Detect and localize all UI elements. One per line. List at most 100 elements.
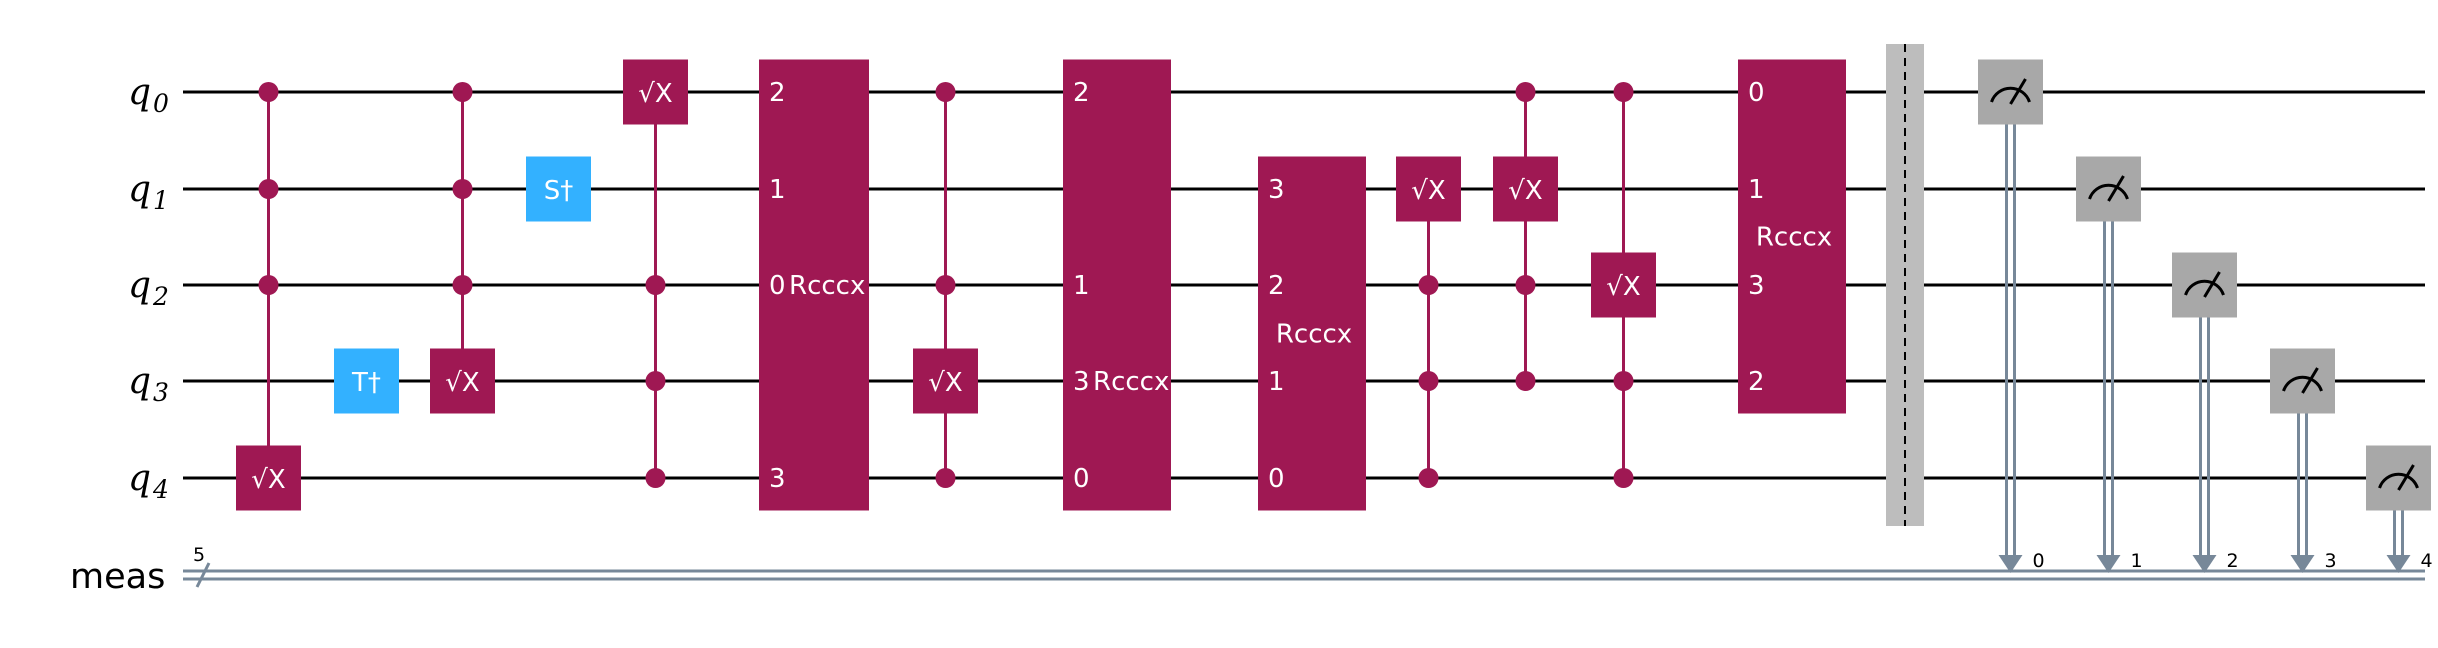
measure-arrow <box>2290 555 2315 573</box>
gate-label: √X <box>1606 272 1640 302</box>
gate-wire-label: 1 <box>1268 367 1285 397</box>
gates-layer: √XT† √XS†√X 2103Rcccx√X2130Rcccx3210Rcccx√… <box>236 44 2433 573</box>
meter-needle-icon <box>2397 464 2415 491</box>
rcccx-gate[interactable] <box>1258 156 1366 511</box>
control-dot <box>935 275 956 295</box>
control-dot <box>452 82 473 102</box>
control-dot <box>1613 468 1634 488</box>
qubit-index: 4 <box>152 475 169 504</box>
measure-gate[interactable] <box>2366 445 2431 511</box>
meter-icon <box>2088 183 2129 200</box>
gate-wire-label: 2 <box>1748 367 1765 397</box>
bus-slash <box>195 562 211 588</box>
control-dot <box>1613 371 1634 391</box>
measure-arrow <box>1998 555 2023 573</box>
gate-label: Rcccx <box>1093 367 1169 397</box>
classical-bit-label: 4 <box>2421 550 2433 572</box>
meter-needle-icon <box>2203 271 2221 298</box>
sqrt-x-gate[interactable] <box>236 445 301 511</box>
classical-bit-label: 0 <box>2033 550 2045 572</box>
control-dot <box>1515 371 1536 391</box>
gate-wire-label: 3 <box>1268 175 1285 205</box>
gate-label: √X <box>445 368 479 398</box>
qubit-name: q <box>128 265 151 306</box>
gate-wire-label: 3 <box>1073 367 1090 397</box>
qubit-label: q2 <box>128 265 169 311</box>
qubit-index: 2 <box>152 282 169 311</box>
classical-bit-label: 3 <box>2325 550 2337 572</box>
measure-arrow <box>2386 555 2411 573</box>
sqrt-x-gate[interactable] <box>1591 252 1656 318</box>
gate-label: Rcccx <box>1276 320 1352 350</box>
qubit-name: q <box>128 169 151 210</box>
measure-arrow <box>2096 555 2121 573</box>
sqrt-x-gate[interactable] <box>430 348 495 414</box>
gate-label: √X <box>251 465 285 495</box>
control-dot <box>645 275 666 295</box>
measure-gate[interactable] <box>2172 252 2237 318</box>
control-dot <box>645 371 666 391</box>
measure-gate[interactable] <box>2270 348 2335 414</box>
gate-label: Rcccx <box>789 271 865 301</box>
gate-label: S† <box>544 176 574 206</box>
control-dot <box>1515 275 1536 295</box>
gate-wire-label: 2 <box>769 78 786 108</box>
gate-label: √X <box>928 368 962 398</box>
classical-bit-label: 1 <box>2131 550 2143 572</box>
gate-label: Rcccx <box>1756 223 1832 253</box>
qubit-name: q <box>128 361 151 402</box>
single-qubit-gate[interactable] <box>526 156 591 222</box>
gate-wire-label: 0 <box>1268 464 1285 494</box>
control-dot <box>1418 468 1439 488</box>
gate-wire-label: 0 <box>1073 464 1090 494</box>
gate-wire-label: 1 <box>1073 271 1090 301</box>
qubit-name: q <box>128 458 151 499</box>
measure-gate[interactable] <box>2076 156 2141 222</box>
control-dot <box>258 179 279 199</box>
rcccx-gate[interactable] <box>1738 59 1846 414</box>
meter-icon <box>2378 472 2419 489</box>
control-dot <box>1418 275 1439 295</box>
gate-wire-label: 2 <box>1268 271 1285 301</box>
register-size-label: 5 <box>193 544 205 566</box>
qubit-name: q <box>128 72 151 113</box>
gate-label: √X <box>1508 176 1542 206</box>
control-dot <box>1418 371 1439 391</box>
meter-icon <box>2282 375 2323 392</box>
rcccx-gate[interactable] <box>759 59 869 511</box>
meter-needle-icon <box>2107 175 2125 202</box>
qubit-label: q3 <box>128 361 169 407</box>
measure-gate[interactable] <box>1978 59 2043 125</box>
gate-wire-label: 3 <box>1748 271 1765 301</box>
gate-label: T† <box>351 368 381 398</box>
qubit-index: 3 <box>153 378 169 407</box>
qubit-label: q1 <box>128 169 169 215</box>
gate-label: √X <box>1411 176 1445 206</box>
sqrt-x-gate[interactable] <box>913 348 978 414</box>
gate-wire-label: 0 <box>769 271 786 301</box>
control-dot <box>1515 82 1536 102</box>
classical-register-label: meas <box>70 557 165 597</box>
gate-wire-label: 2 <box>1073 78 1090 108</box>
meter-needle-icon <box>2301 367 2319 394</box>
control-dot <box>645 468 666 488</box>
gate-wire-label: 0 <box>1748 78 1765 108</box>
control-dot <box>452 275 473 295</box>
sqrt-x-gate[interactable] <box>1493 156 1558 222</box>
control-dot <box>935 82 956 102</box>
sqrt-x-gate[interactable] <box>1396 156 1461 222</box>
single-qubit-gate[interactable] <box>334 348 399 414</box>
qubit-index: 1 <box>153 186 169 215</box>
rcccx-gate[interactable] <box>1063 59 1171 511</box>
gate-wire-label: 3 <box>769 464 786 494</box>
qubit-label: q0 <box>128 72 169 118</box>
meter-needle-icon <box>2009 78 2027 105</box>
meter-icon <box>2184 279 2225 296</box>
control-dot <box>452 179 473 199</box>
gate-wire-label: 1 <box>769 175 786 205</box>
control-dot <box>258 82 279 102</box>
sqrt-x-gate[interactable] <box>623 59 688 125</box>
control-dot <box>1613 82 1634 102</box>
